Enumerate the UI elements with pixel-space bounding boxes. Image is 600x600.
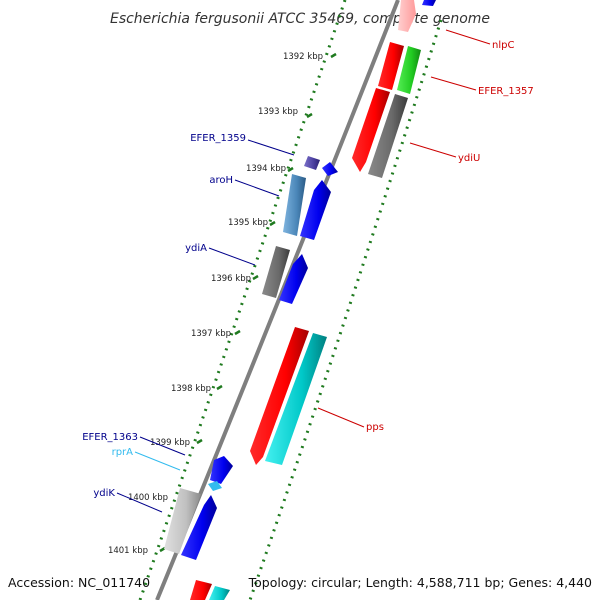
label-connectors [116, 29, 491, 513]
forward-strand-genes [164, 156, 338, 560]
gene-labels: nlpC EFER_1357 ydiU EFER_1359 aroH ydiA … [82, 40, 534, 499]
gene-EFER_1359[interactable] [304, 156, 320, 170]
tick-label-1397: 1397 kbp [191, 329, 231, 339]
gene-small-blue[interactable] [322, 162, 338, 176]
tick-label-1399: 1399 kbp [150, 438, 190, 448]
gene-red-middle[interactable] [352, 88, 390, 172]
tick-label-1401: 1401 kbp [108, 546, 148, 556]
gene-label-ydiA[interactable]: ydiA [185, 243, 207, 254]
tick-label-1400: 1400 kbp [128, 493, 168, 503]
tick-labels: 1392 kbp 1393 kbp 1394 kbp 1395 kbp 1396… [108, 52, 323, 556]
gene-rprA[interactable] [208, 481, 222, 491]
gene-EFER_1357[interactable] [397, 46, 421, 94]
tick-label-1396: 1396 kbp [211, 274, 251, 284]
tick-label-1395: 1395 kbp [228, 218, 268, 228]
tick-label-1398: 1398 kbp [171, 384, 211, 394]
gene-label-EFER_1357[interactable]: EFER_1357 [478, 86, 534, 97]
gene-aroH-blue[interactable] [300, 180, 331, 240]
gene-pps-red[interactable] [250, 327, 309, 465]
gene-ydiU[interactable] [368, 94, 408, 178]
gene-label-pps[interactable]: pps [366, 422, 384, 433]
tick-label-1394: 1394 kbp [246, 164, 286, 174]
gene-label-nlpC[interactable]: nlpC [492, 40, 514, 51]
gene-label-aroH[interactable]: aroH [209, 175, 233, 186]
tick-marks [159, 52, 337, 553]
gene-ydiA[interactable] [262, 246, 290, 298]
gene-nlpC[interactable] [398, 0, 416, 32]
reverse-strand-genes [190, 0, 436, 600]
map-title: Escherichia fergusonii ATCC 35469, compl… [110, 11, 490, 27]
accession-text: Accession: NC_011740 [8, 575, 150, 590]
gene-ydiK-gray[interactable] [164, 488, 201, 554]
gene-label-ydiU[interactable]: ydiU [458, 153, 480, 164]
gene-ydiK[interactable] [181, 495, 217, 560]
gene-label-EFER_1359[interactable]: EFER_1359 [190, 133, 246, 144]
gene-pps-cyan[interactable] [265, 333, 327, 465]
inner-dotted-ring [138, 0, 347, 600]
gene-nlpC-neighbor[interactable] [422, 0, 436, 6]
gene-label-EFER_1363[interactable]: EFER_1363 [82, 432, 138, 443]
tick-label-1393: 1393 kbp [258, 107, 298, 117]
genome-summary-text: Topology: circular; Length: 4,588,711 bp… [248, 575, 592, 590]
gene-cyan-bottom[interactable] [209, 586, 230, 600]
gene-ydiA-blue[interactable] [279, 254, 308, 304]
gene-red-upper[interactable] [378, 42, 404, 90]
gene-aroH[interactable] [283, 174, 306, 236]
gene-rprA-upper[interactable] [210, 456, 233, 484]
gene-label-rprA[interactable]: rprA [112, 447, 134, 458]
gene-label-ydiK[interactable]: ydiK [93, 488, 115, 499]
gene-red-bottom[interactable] [190, 580, 212, 600]
tick-label-1392: 1392 kbp [283, 52, 323, 62]
